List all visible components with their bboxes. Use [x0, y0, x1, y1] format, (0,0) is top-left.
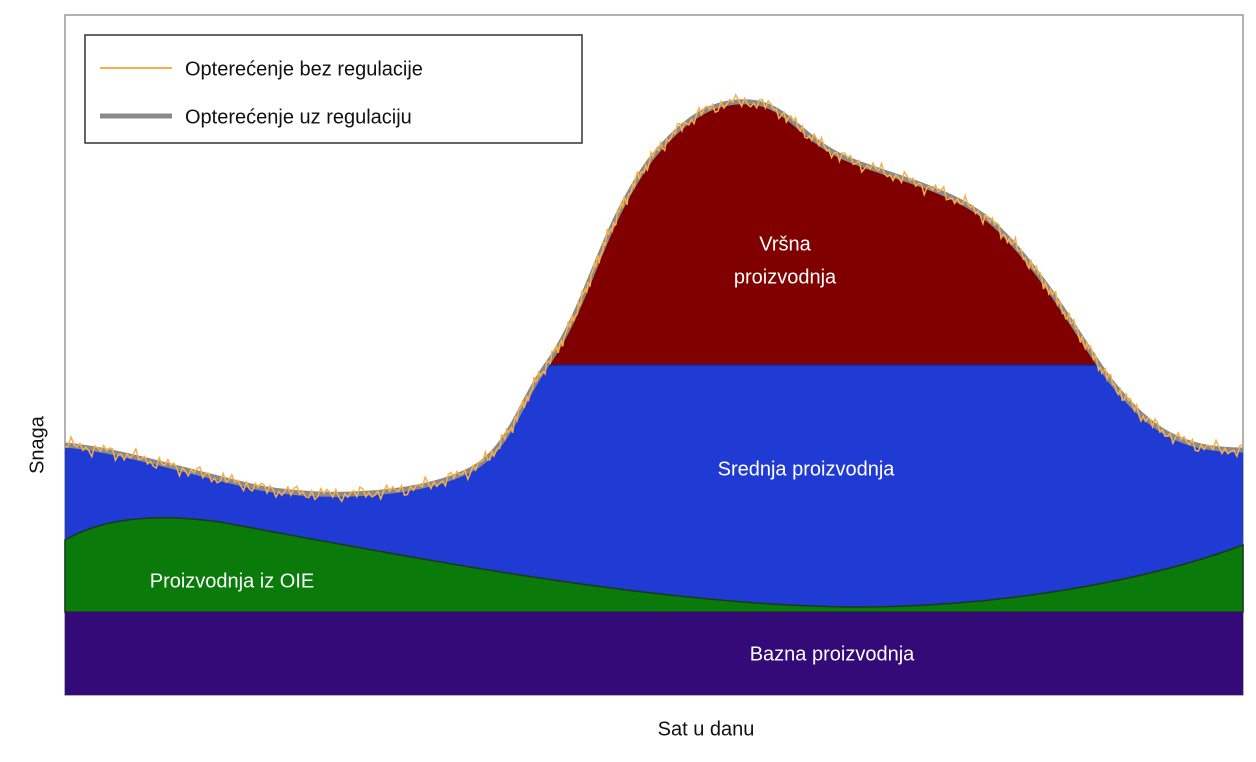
- legend: Opterećenje bez regulacije Opterećenje u…: [84, 34, 583, 144]
- base-area: [65, 612, 1243, 695]
- renewable-area: [64, 516, 1244, 613]
- area-label: proizvodnja: [734, 266, 837, 288]
- area-label: Proizvodnja iz OIE: [150, 570, 315, 592]
- x-axis-label: Sat u danu: [658, 718, 755, 740]
- unregulated-load-line: [64, 93, 1244, 503]
- legend-box: [84, 34, 583, 144]
- legend-label: Opterećenje uz regulaciju: [185, 106, 412, 128]
- area-label: Vršna: [759, 233, 811, 255]
- area-label: Srednja proizvodnja: [718, 458, 896, 480]
- y-axis-label: Snaga: [26, 415, 48, 474]
- legend-label: Opterećenje bez regulacije: [185, 58, 423, 80]
- area-label: Bazna proizvodnja: [750, 643, 915, 665]
